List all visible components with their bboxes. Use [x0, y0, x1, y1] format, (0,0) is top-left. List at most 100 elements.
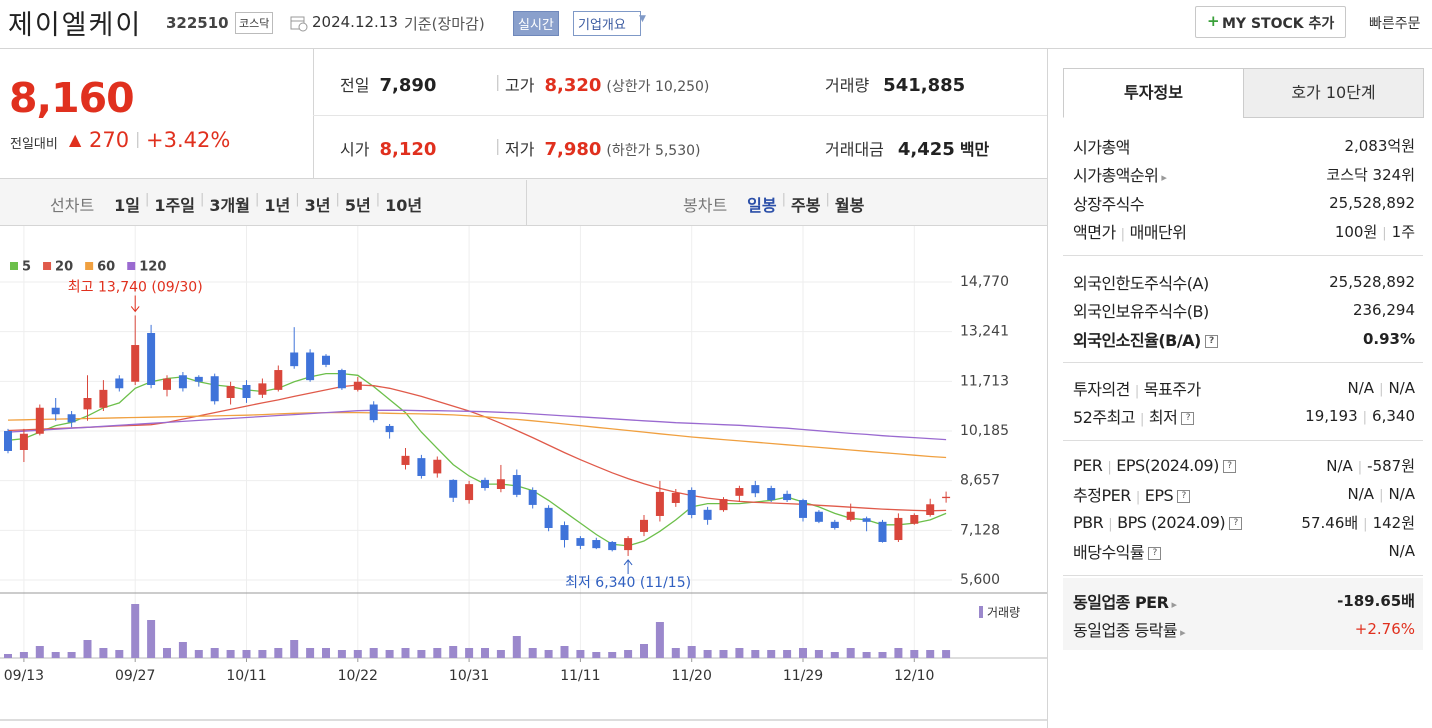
candle-body — [465, 484, 474, 501]
period-button[interactable]: 1일 — [114, 196, 141, 215]
tab[interactable]: 투자정보 — [1063, 68, 1244, 118]
ma-line — [7, 409, 947, 441]
label-text: EPS(2024.09) — [1116, 456, 1219, 475]
period-button[interactable]: 일봉 — [747, 196, 777, 215]
divider — [1063, 255, 1423, 256]
info-row: 시가총액순위 ▸ 코스닥 324위 — [1073, 161, 1415, 188]
value-text: 57.46배 — [1301, 514, 1359, 532]
candle-body — [19, 433, 28, 450]
info-value: +2.76% — [1355, 620, 1415, 638]
period-bar — [0, 179, 1047, 226]
info-label: 추정PER | EPS? — [1073, 482, 1191, 506]
x-tick-label: 09/27 — [115, 668, 155, 684]
info-label: 동일업종 등락률 ▸ — [1073, 617, 1186, 641]
annotation: 최저 6,340 (11/15) — [565, 575, 691, 591]
info-label: 투자의견 | 목표주가 — [1073, 376, 1201, 400]
date: 2024.12.13 — [312, 13, 398, 31]
period-button[interactable]: 10년 — [385, 196, 423, 215]
legend-swatch — [127, 262, 136, 270]
volume-legend-label: 거래량 — [987, 606, 1020, 620]
realtime-button[interactable]: 실시간 — [513, 11, 559, 36]
volume-bar — [401, 648, 410, 658]
separator: | — [1379, 488, 1384, 503]
ma-line — [7, 372, 947, 547]
candle-body — [226, 385, 235, 398]
label-text: EPS — [1144, 486, 1174, 505]
quick-order[interactable]: 빠른주문 — [1369, 16, 1421, 32]
candle-body — [337, 370, 346, 389]
info-label: 배당수익률? — [1073, 539, 1162, 563]
legend-label: 5 — [22, 260, 31, 275]
value-text: N/A — [1347, 485, 1375, 503]
volume-bar — [131, 604, 140, 658]
period-button[interactable]: 1년 — [264, 196, 291, 215]
volume-bar — [4, 654, 12, 658]
volume-bar — [512, 636, 521, 658]
label-text: BPS (2024.09) — [1117, 513, 1226, 532]
info-value: 100원 | 1주 — [1335, 221, 1415, 242]
separator: | — [145, 192, 150, 207]
period-button[interactable]: 3개월 — [209, 196, 250, 215]
info-value: N/A | N/A — [1348, 379, 1415, 397]
value-text: N/A — [1326, 457, 1353, 475]
period-button[interactable]: 1주일 — [154, 196, 195, 215]
candle-body — [799, 500, 807, 518]
volume-bar — [433, 648, 442, 658]
candle-body — [99, 389, 108, 408]
volume-bar — [194, 650, 203, 658]
info-value: 236,294 — [1353, 301, 1415, 319]
candle-body — [862, 518, 871, 522]
separator: | — [1107, 460, 1112, 475]
x-tick-label: 12/10 — [894, 668, 934, 684]
candle-body — [592, 540, 601, 549]
info-value: 2,083억원 — [1344, 135, 1415, 156]
volume-legend-swatch — [979, 606, 983, 618]
value-text: N/A — [1388, 542, 1415, 560]
candle-body — [544, 507, 553, 528]
y-tick-label: 7,128 — [960, 522, 1000, 538]
y-tick-label: 11,713 — [960, 373, 1009, 389]
divider — [1063, 362, 1423, 363]
help-icon: ? — [1177, 490, 1191, 503]
volume-bar — [910, 650, 919, 658]
volume-bar — [719, 650, 728, 658]
value-text: +2.76% — [1354, 620, 1415, 638]
label-text: 추정PER — [1073, 486, 1131, 505]
period-button[interactable]: 3년 — [304, 196, 331, 215]
annotation: 최고 13,740 (09/30) — [68, 279, 203, 295]
mystock-button[interactable] — [1195, 6, 1346, 38]
info-row: 시가총액 2,083억원 — [1073, 132, 1415, 159]
quote-value: 8,120 — [379, 139, 437, 160]
volume-bar — [655, 622, 664, 658]
info-row: 동일업종 PER ▸ -189.65배 — [1073, 587, 1415, 614]
info-row: 외국인소진율(B/A)? 0.93% — [1073, 325, 1415, 352]
candle-body — [735, 488, 744, 496]
divider — [1063, 440, 1423, 441]
volume-bar — [35, 646, 44, 658]
quote-value: 4,425 — [897, 139, 955, 160]
label-text: 매매단위 — [1129, 223, 1187, 242]
candle-body — [878, 521, 887, 542]
period-button[interactable]: 5년 — [344, 196, 371, 215]
candle-body — [290, 352, 299, 367]
legend-swatch — [10, 262, 18, 270]
x-tick-label: 11/11 — [560, 668, 600, 684]
company-button[interactable]: 기업개요 — [573, 11, 641, 36]
period-button[interactable]: 주봉 — [791, 196, 821, 215]
separator: | — [1135, 490, 1140, 505]
candle-body — [496, 479, 505, 489]
quote-value: 8,320 — [544, 75, 602, 96]
value-text: N/A — [1388, 485, 1415, 503]
info-label: 상장주식수 — [1073, 191, 1145, 215]
change-label: 전일대비 — [10, 137, 58, 152]
info-label: 시가총액순위 ▸ — [1073, 162, 1167, 186]
tab[interactable]: 호가 10단계 — [1243, 68, 1424, 118]
quote-label: 시가 — [340, 140, 370, 159]
separator: | — [375, 192, 381, 207]
y-tick-label: 8,657 — [960, 473, 1000, 489]
separator: | — [1363, 517, 1368, 532]
change-pct: +3.42% — [146, 128, 231, 152]
quote-item: 거래량 541,885 — [825, 72, 965, 96]
period-button[interactable]: 월봉 — [834, 196, 865, 215]
value-text: 코스닥 324위 — [1326, 165, 1415, 184]
